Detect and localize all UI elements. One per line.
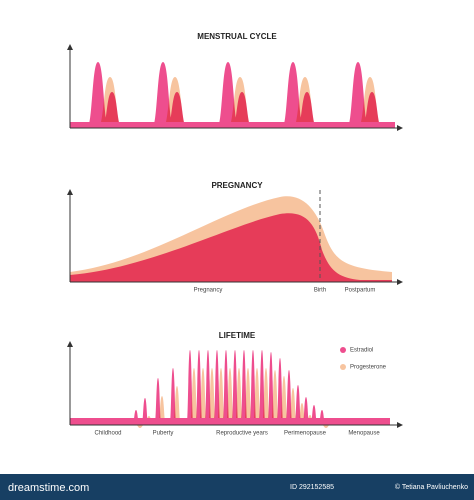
estradiol-spike (213, 350, 221, 425)
estradiol-peak (217, 62, 252, 128)
estradiol-peak (347, 62, 382, 128)
estradiol-spike (240, 350, 248, 425)
estradiol-spike (249, 350, 257, 425)
estradiol-area (70, 213, 392, 282)
estradiol-spike (294, 385, 302, 425)
axis-label: Perimenopause (284, 431, 327, 437)
base-band (70, 122, 395, 128)
estradiol-spike (267, 352, 275, 425)
estradiol-peak (87, 62, 122, 128)
pregnancy-chart: PREGNANCY Pregnancy Birth Postpartum (67, 181, 403, 294)
axis-label: Reproductive years (216, 431, 268, 437)
chart-title: LIFETIME (219, 331, 256, 340)
estradiol-spike (154, 378, 162, 425)
chart-title: PREGNANCY (211, 181, 263, 190)
estradiol-spike (258, 350, 266, 425)
footer (0, 474, 474, 500)
footer-id: ID 292152585 (290, 484, 334, 491)
legend-swatch (340, 364, 346, 370)
footer-brand: dreamstime.com (8, 482, 89, 494)
footer-author: © Tetiana Pavliuchenko (395, 483, 468, 491)
chart-title: MENSTRUAL CYCLE (197, 32, 277, 41)
progesterone-spike (322, 425, 330, 428)
estradiol-spike (186, 350, 194, 425)
estradiol-spike (231, 350, 239, 425)
menstrual-chart: MENSTRUAL CYCLE (67, 32, 403, 131)
estradiol-peak (152, 62, 187, 128)
estradiol-spike (222, 350, 230, 425)
estradiol-spike (195, 350, 203, 425)
estradiol-peak (282, 62, 317, 128)
axis-label: Birth (314, 288, 326, 294)
legend-label: Estradiol (350, 348, 373, 354)
estradiol-spike (285, 370, 293, 425)
legend-label: Progesterone (350, 365, 387, 371)
estradiol-spike (169, 368, 177, 425)
axis-label: Childhood (94, 431, 121, 437)
base-band (70, 418, 390, 425)
estradiol-spike (276, 358, 284, 425)
legend-swatch (340, 347, 346, 353)
progesterone-spike (136, 425, 144, 428)
axis-label: Postpartum (345, 288, 376, 294)
axis-label: Pregnancy (194, 288, 223, 294)
estradiol-spike (204, 350, 212, 425)
axis-label: Puberty (153, 431, 174, 437)
axis-label: Menopause (348, 431, 380, 437)
lifetime-chart: LIFETIME Estradiol Progesterone Childhoo… (67, 331, 403, 437)
